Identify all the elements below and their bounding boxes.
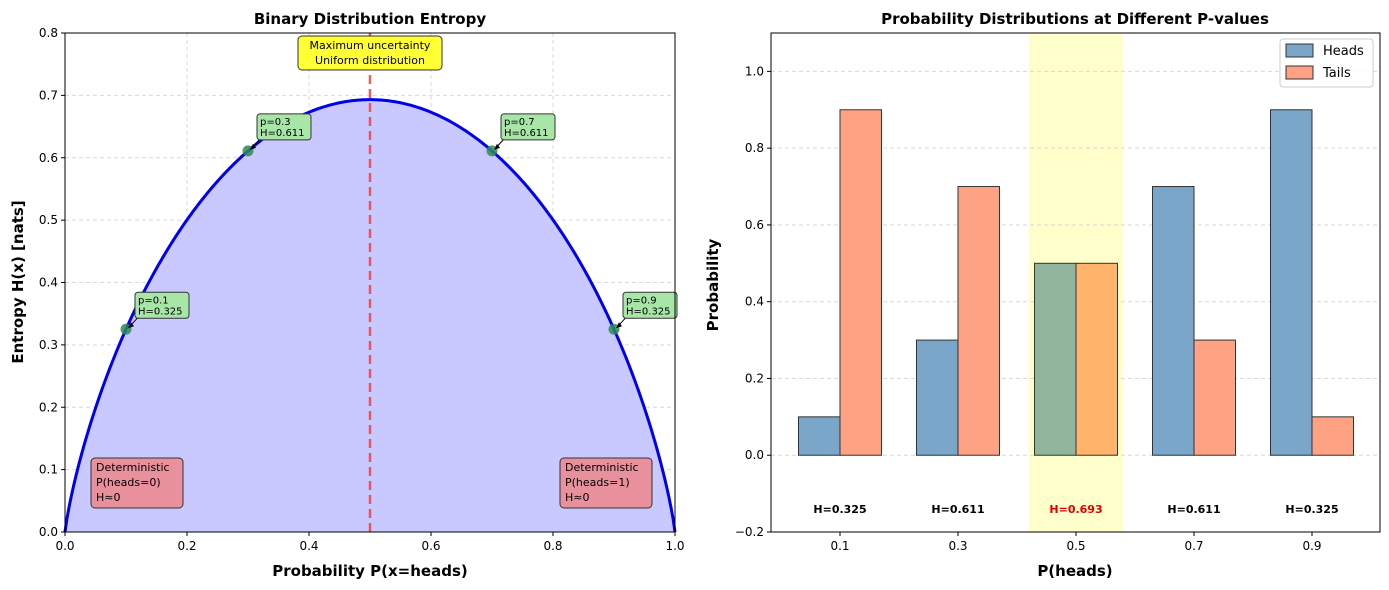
bar-heads [1034,262,1077,456]
entropy-point-marker [120,323,132,335]
distribution-ticks: −0.2 0.0 0.2 0.4 0.6 0.8 1.0 0.1 0.3 0.5 0.7 0.9 [735,64,1322,553]
entropy-point-annotation-line1: p=0.7 [504,117,535,128]
distribution-y-axis-label: Probability [704,238,722,331]
annotation-arrow-head [250,143,256,150]
entropy-x-tick-label: 0.0 [55,539,74,553]
annotation-arrow-head [494,143,500,150]
entropy-label: H=0.611 [1167,503,1220,516]
distribution-y-tick-label: 0.4 [745,295,764,309]
legend-label-heads: Heads [1323,44,1364,59]
bar-tails [1193,339,1236,456]
annotation-arrow-head [128,322,134,329]
entropy-label: H=0.611 [931,503,984,516]
entropy-y-tick-label: 0.0 [39,525,58,539]
entropy-chart-title: Binary Distribution Entropy [254,10,486,28]
deterministic-left-line2: P(heads=0) [96,476,161,489]
distribution-y-tick-label: 0.2 [745,371,764,385]
entropy-ticks: 0.0 0.2 0.4 0.6 0.8 1.0 0.0 0.1 0.2 0.3 0.4 0.5 0.6 0… [39,26,685,553]
entropy-x-axis-label: Probability P(x=heads) [272,562,467,580]
distribution-chart-title: Probability Distributions at Different P… [881,10,1269,28]
bar-heads [916,339,959,456]
bar-tails [1075,262,1118,456]
annotation-arrow-head [616,322,622,329]
entropy-point-annotation-box [134,291,190,319]
bar-tails [839,109,882,456]
distribution-x-tick-label: 0.5 [1066,539,1085,553]
entropy-y-tick-label: 0.8 [39,26,58,40]
deterministic-right-line1: Deterministic [565,461,639,474]
bar-tails [957,186,1000,456]
distribution-y-tick-label: 0.8 [745,141,764,155]
distribution-y-tick-label: 0.0 [745,448,764,462]
distribution-x-tick-label: 0.1 [830,539,849,553]
entropy-points: p=0.1H=0.325p=0.3H=0.611p=0.7H=0.611p=0.… [120,113,678,335]
deterministic-left-line1: Deterministic [96,461,170,474]
entropy-y-axis-label: Entropy H(x) [nats] [9,200,27,363]
distribution-x-axis-label: P(heads) [1037,562,1112,580]
bar-heads [1152,186,1195,456]
entropy-label: H=0.325 [1285,503,1338,516]
entropy-y-tick-label: 0.4 [39,276,58,290]
max-annotation-line1: Maximum uncertainty [310,39,431,52]
entropy-x-tick-label: 0.2 [177,539,196,553]
max-annotation-box [297,35,443,71]
entropy-point-annotation-line2: H=0.325 [138,306,183,317]
entropy-x-tick-label: 0.4 [299,539,318,553]
max-annotation-line2: Uniform distribution [315,54,425,67]
legend: Heads Tails [1279,38,1374,88]
bar-heads [1270,109,1313,456]
entropy-point-marker [242,145,254,157]
distribution-y-tick-label: 0.6 [745,218,764,232]
distribution-x-tick-label: 0.3 [948,539,967,553]
entropy-point-annotation-line1: p=0.9 [626,295,657,306]
distribution-chart: H=0.325 H=0.611 H=0.693 H=0.611 H=0.325 −0.2… [704,10,1381,580]
deterministic-left-box [90,457,184,509]
entropy-point-annotation-line1: p=0.1 [138,295,169,306]
entropy-y-tick-label: 0.7 [39,88,58,102]
deterministic-right-line3: H≈0 [565,491,590,504]
deterministic-left-line3: H≈0 [96,491,121,504]
entropy-y-tick-label: 0.1 [39,463,58,477]
distribution-y-tick-label: 1.0 [745,64,764,78]
entropy-point-marker [608,323,620,335]
distribution-x-tick-label: 0.9 [1302,539,1321,553]
legend-swatch-heads [1285,43,1314,58]
entropy-point-annotation-box [500,113,556,141]
entropy-axes-frame [64,32,676,533]
entropy-labels: H=0.325 H=0.611 H=0.693 H=0.611 H=0.325 [813,503,1338,516]
deterministic-right-box [559,457,653,509]
entropy-point-annotation-box [256,113,312,141]
entropy-x-tick-label: 0.6 [421,539,440,553]
entropy-point-annotation-line2: H=0.325 [626,306,671,317]
entropy-curve [63,98,677,533]
entropy-y-tick-label: 0.5 [39,213,58,227]
entropy-x-tick-label: 0.8 [543,539,562,553]
distribution-axes-frame [770,32,1381,533]
entropy-chart: p=0.1H=0.325p=0.3H=0.611p=0.7H=0.611p=0.… [9,10,685,580]
entropy-point-annotation-line2: H=0.611 [504,128,549,139]
bar-heads [798,416,841,456]
bar-tails [1311,416,1354,456]
entropy-point-annotation-line1: p=0.3 [260,117,291,128]
entropy-y-tick-label: 0.3 [39,338,58,352]
distribution-bars [798,109,1354,456]
entropy-point-marker [486,145,498,157]
entropy-label: H=0.325 [813,503,866,516]
entropy-point-annotation-line2: H=0.611 [260,128,305,139]
entropy-point-annotation-box [622,291,678,319]
entropy-x-tick-label: 1.0 [665,539,684,553]
entropy-y-tick-label: 0.2 [39,400,58,414]
deterministic-right-line2: P(heads=1) [565,476,630,489]
legend-swatch-tails [1285,65,1314,80]
distribution-x-tick-label: 0.7 [1184,539,1203,553]
entropy-label: H=0.693 [1049,503,1102,516]
entropy-y-tick-label: 0.6 [39,151,58,165]
legend-label-tails: Tails [1322,66,1351,81]
distribution-y-tick-label: −0.2 [735,525,764,539]
